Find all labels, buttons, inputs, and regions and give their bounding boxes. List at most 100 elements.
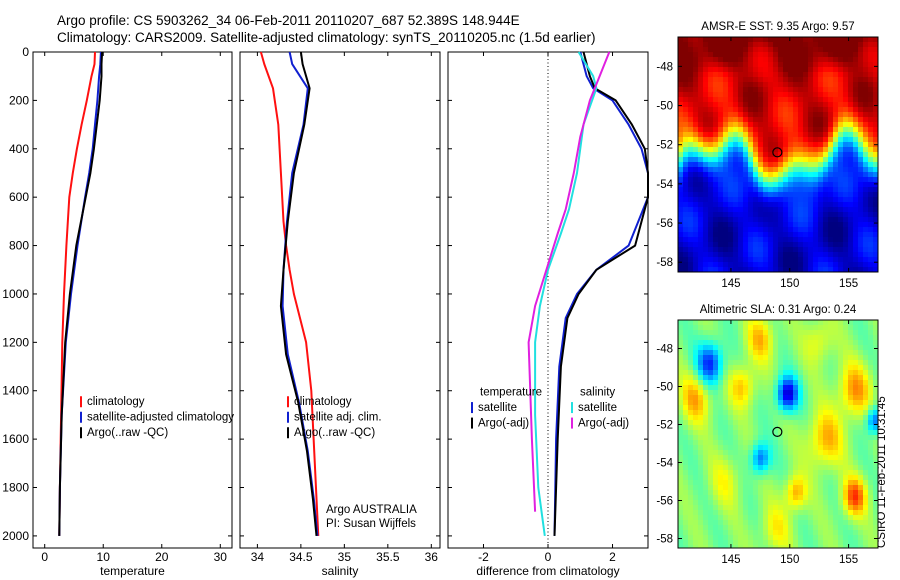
heatmap-cell (773, 187, 779, 193)
heatmap-cell (808, 495, 814, 501)
heatmap-cell (748, 142, 754, 148)
heatmap-cell (773, 415, 779, 421)
heatmap-cell (708, 325, 714, 331)
heatmap-cell (848, 435, 854, 441)
heatmap-cell (793, 177, 799, 183)
heatmap-cell (783, 77, 789, 83)
heatmap-cell (858, 410, 864, 416)
heatmap-cell (748, 490, 754, 496)
heatmap-cell (693, 182, 699, 188)
heatmap-cell (828, 242, 834, 248)
heatmap-cell (728, 237, 734, 243)
heatmap-cell (828, 335, 834, 341)
heatmap-cell (698, 540, 704, 546)
heatmap-cell (688, 247, 694, 253)
heatmap-cell (808, 540, 814, 546)
heatmap-cell (763, 500, 769, 506)
heatmap-cell (723, 252, 729, 258)
heatmap-cell (758, 410, 764, 416)
heatmap-cell (738, 102, 744, 108)
heatmap-cell (773, 360, 779, 366)
heatmap-cell (713, 370, 719, 376)
heatmap-cell (708, 335, 714, 341)
heatmap-cell (698, 425, 704, 431)
heatmap-cell (818, 535, 824, 541)
heatmap-cell (763, 490, 769, 496)
heatmap-cell (873, 485, 879, 491)
heatmap-cell (873, 530, 879, 536)
heatmap-cell (718, 475, 724, 481)
heatmap-cell (688, 500, 694, 506)
heatmap-cell (693, 217, 699, 223)
heatmap-cell (768, 37, 774, 43)
heatmap-cell (813, 242, 819, 248)
heatmap-cell (728, 192, 734, 198)
heatmap-cell (818, 257, 824, 263)
heatmap-cell (758, 475, 764, 481)
heatmap-cell (733, 112, 739, 118)
heatmap-cell (693, 157, 699, 163)
heatmap-cell (788, 380, 794, 386)
heatmap-cell (808, 222, 814, 228)
heatmap-cell (818, 192, 824, 198)
heatmap-cell (808, 545, 814, 549)
heatmap-cell (828, 465, 834, 471)
heatmap-cell (853, 237, 859, 243)
heatmap-cell (708, 172, 714, 178)
heatmap-cell (783, 425, 789, 431)
heatmap-cell (823, 107, 829, 113)
heatmap-cell (833, 187, 839, 193)
heatmap-cell (843, 460, 849, 466)
heatmap-cell (733, 137, 739, 143)
heatmap-cell (768, 132, 774, 138)
heatmap-cell (713, 162, 719, 168)
heatmap-cell (738, 172, 744, 178)
heatmap-cell (788, 167, 794, 173)
heatmap-cell (858, 510, 864, 516)
heatmap-cell (708, 330, 714, 336)
heatmap-cell (728, 375, 734, 381)
heatmap-cell (713, 212, 719, 218)
heatmap-cell (828, 450, 834, 456)
heatmap-cell (863, 540, 869, 546)
heatmap-cell (708, 445, 714, 451)
heatmap-cell (838, 425, 844, 431)
y-tick-label: -54 (656, 458, 673, 470)
heatmap-cell (728, 340, 734, 346)
heatmap-cell (793, 330, 799, 336)
heatmap-cell (798, 485, 804, 491)
heatmap-cell (853, 182, 859, 188)
heatmap-cell (863, 450, 869, 456)
heatmap-cell (818, 355, 824, 361)
heatmap-cell (693, 495, 699, 501)
heatmap-cell (688, 207, 694, 213)
heatmap-cell (748, 227, 754, 233)
heatmap-cell (778, 415, 784, 421)
heatmap-cell (828, 390, 834, 396)
heatmap-cell (788, 470, 794, 476)
heatmap-cell (803, 67, 809, 73)
heatmap-cell (713, 122, 719, 128)
heatmap-cell (743, 207, 749, 213)
heatmap-cell (873, 102, 879, 108)
heatmap-cell (763, 450, 769, 456)
heatmap-cell (738, 340, 744, 346)
heatmap-cell (733, 242, 739, 248)
heatmap-cell (808, 257, 814, 263)
heatmap-cell (788, 242, 794, 248)
heatmap-cell (728, 147, 734, 153)
heatmap-cell (848, 262, 854, 268)
heatmap-cell (788, 202, 794, 208)
heatmap-cell (813, 405, 819, 411)
heatmap-cell (858, 345, 864, 351)
heatmap-cell (813, 345, 819, 351)
heatmap-cell (698, 67, 704, 73)
heatmap-cell (763, 102, 769, 108)
heatmap-cell (853, 465, 859, 471)
heatmap-cell (678, 262, 684, 268)
heatmap-cell (753, 350, 759, 356)
heatmap-cell (828, 460, 834, 466)
heatmap-cell (698, 475, 704, 481)
heatmap-cell (683, 510, 689, 516)
heatmap-cell (738, 370, 744, 376)
